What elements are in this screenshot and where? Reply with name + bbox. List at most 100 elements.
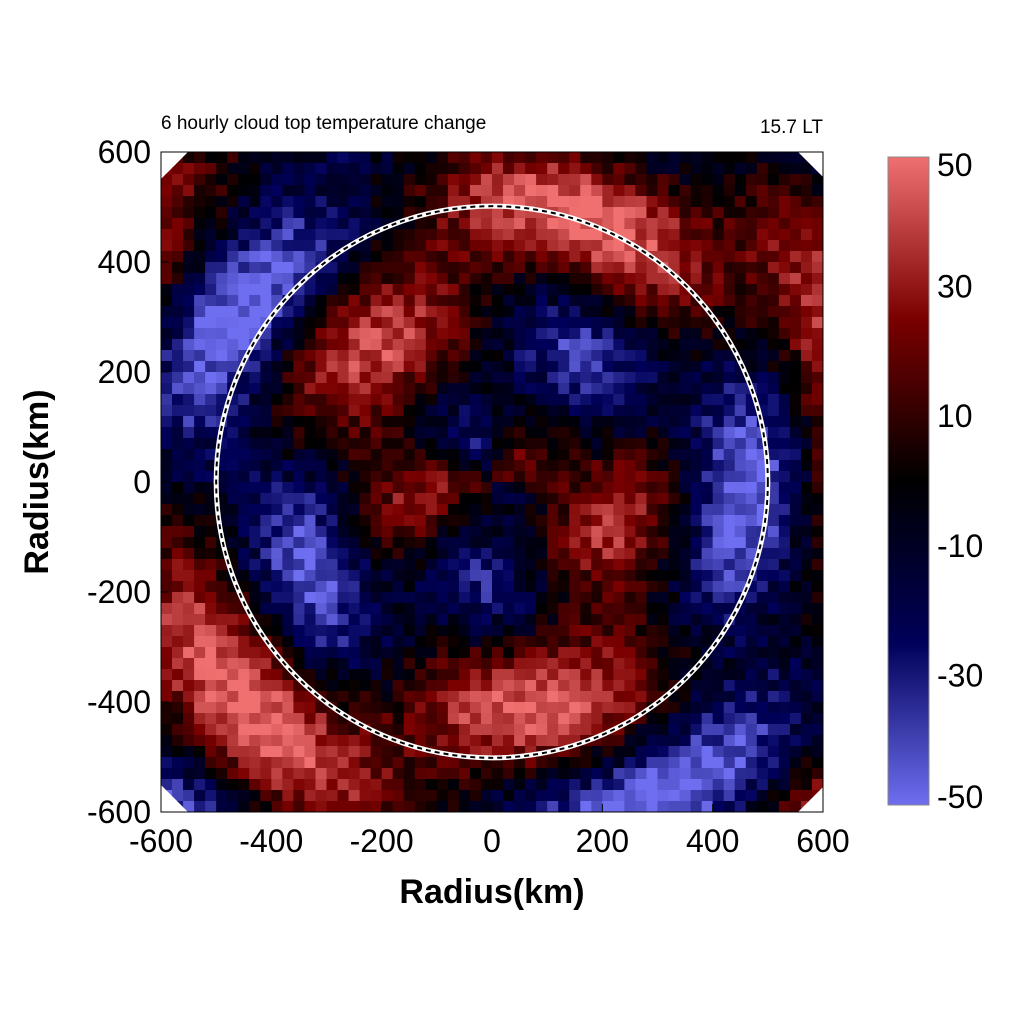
heatmap-cell bbox=[635, 680, 648, 692]
heatmap-cell bbox=[370, 658, 383, 670]
heatmap-cell bbox=[569, 669, 581, 681]
heatmap-cell bbox=[337, 394, 350, 406]
heatmap-cell bbox=[811, 680, 823, 692]
heatmap-cell bbox=[602, 603, 614, 615]
heatmap-cell bbox=[679, 658, 692, 670]
heatmap-cell bbox=[359, 702, 372, 714]
heatmap-cell bbox=[161, 174, 173, 186]
heatmap-cell bbox=[414, 163, 427, 175]
heatmap-cell bbox=[657, 603, 670, 615]
heatmap-cell bbox=[745, 317, 758, 329]
heatmap-cell bbox=[359, 218, 372, 230]
heatmap-cell bbox=[602, 636, 614, 648]
heatmap-cell bbox=[161, 416, 173, 428]
heatmap-cell bbox=[172, 647, 184, 659]
heatmap-cell bbox=[260, 581, 272, 593]
heatmap-cell bbox=[436, 372, 449, 384]
heatmap-cell bbox=[271, 669, 283, 681]
heatmap-cell bbox=[205, 724, 217, 736]
heatmap-cell bbox=[646, 581, 659, 593]
heatmap-cell bbox=[657, 449, 670, 461]
heatmap-cell bbox=[756, 218, 769, 230]
heatmap-cell bbox=[624, 383, 637, 395]
heatmap-cell bbox=[414, 240, 427, 252]
heatmap-cell bbox=[447, 614, 460, 626]
heatmap-cell bbox=[668, 207, 681, 219]
heatmap-cell bbox=[624, 394, 637, 406]
heatmap-cell bbox=[778, 361, 791, 373]
heatmap-cell bbox=[723, 185, 736, 197]
heatmap-cell bbox=[260, 790, 272, 802]
heatmap-cell bbox=[205, 790, 217, 802]
heatmap-cell bbox=[646, 548, 659, 560]
heatmap-cell bbox=[392, 438, 405, 450]
heatmap-cell bbox=[569, 240, 581, 252]
heatmap-cell bbox=[756, 262, 769, 274]
heatmap-cell bbox=[403, 163, 416, 175]
heatmap-cell bbox=[337, 416, 350, 428]
heatmap-cell bbox=[657, 372, 670, 384]
heatmap-cell bbox=[503, 482, 515, 494]
heatmap-cell bbox=[381, 251, 394, 263]
heatmap-cell bbox=[591, 493, 603, 505]
heatmap-cell bbox=[249, 636, 261, 648]
heatmap-cell bbox=[602, 405, 614, 417]
heatmap-cell bbox=[635, 229, 648, 241]
heatmap-cell bbox=[359, 471, 372, 483]
heatmap-cell bbox=[701, 735, 714, 747]
heatmap-cell bbox=[525, 306, 537, 318]
heatmap-cell bbox=[216, 614, 228, 626]
heatmap-cell bbox=[657, 768, 670, 780]
heatmap-cell bbox=[701, 284, 714, 296]
heatmap-cell bbox=[216, 713, 228, 725]
heatmap-cell bbox=[723, 449, 736, 461]
heatmap-cell bbox=[690, 548, 703, 560]
heatmap-cell bbox=[811, 724, 823, 736]
heatmap-cell bbox=[227, 152, 239, 164]
heatmap-cell bbox=[480, 537, 493, 549]
heatmap-cell bbox=[403, 801, 416, 812]
heatmap-cell bbox=[403, 537, 416, 549]
heatmap-cell bbox=[789, 449, 802, 461]
heatmap-cell bbox=[370, 427, 383, 439]
heatmap-cell bbox=[723, 416, 736, 428]
heatmap-cell bbox=[172, 427, 184, 439]
heatmap-cell bbox=[514, 691, 526, 703]
heatmap-cell bbox=[789, 350, 802, 362]
heatmap-cell bbox=[712, 163, 725, 175]
heatmap-cell bbox=[767, 350, 780, 362]
heatmap-cell bbox=[370, 328, 383, 340]
heatmap-cell bbox=[679, 185, 692, 197]
heatmap-cell bbox=[194, 537, 206, 549]
heatmap-cell bbox=[260, 724, 272, 736]
heatmap-cell bbox=[194, 515, 206, 527]
heatmap-cell bbox=[183, 790, 195, 802]
heatmap-cell bbox=[392, 691, 405, 703]
heatmap-cell bbox=[602, 339, 614, 351]
heatmap-cell bbox=[370, 460, 383, 472]
heatmap-cell bbox=[436, 735, 449, 747]
heatmap-cell bbox=[315, 779, 328, 791]
heatmap-cell bbox=[436, 383, 449, 395]
heatmap-cell bbox=[492, 328, 504, 340]
heatmap-cell bbox=[172, 592, 184, 604]
heatmap-cell bbox=[304, 537, 317, 549]
heatmap-cell bbox=[547, 779, 559, 791]
heatmap-cell bbox=[778, 328, 791, 340]
heatmap-cell bbox=[712, 273, 725, 285]
heatmap-cell bbox=[690, 482, 703, 494]
heatmap-cell bbox=[216, 471, 228, 483]
heatmap-cell bbox=[381, 372, 394, 384]
heatmap-cell bbox=[370, 801, 383, 812]
colorbar-tick-label: 30 bbox=[937, 269, 973, 305]
heatmap-cell bbox=[734, 339, 747, 351]
heatmap-cell bbox=[756, 691, 769, 703]
heatmap-cell bbox=[392, 174, 405, 186]
heatmap-cell bbox=[525, 361, 537, 373]
heatmap-cell bbox=[811, 559, 823, 571]
heatmap-cell bbox=[359, 361, 372, 373]
heatmap-cell bbox=[183, 757, 195, 769]
heatmap-cell bbox=[381, 262, 394, 274]
heatmap-cell bbox=[492, 669, 504, 681]
heatmap-cell bbox=[414, 449, 427, 461]
